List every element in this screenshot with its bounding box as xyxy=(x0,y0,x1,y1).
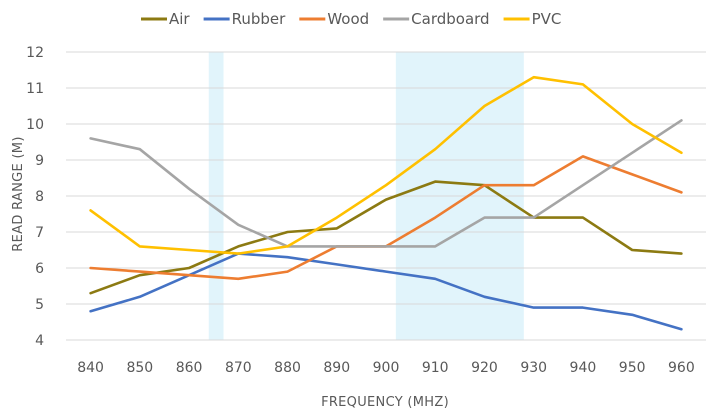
x-tick-label: 920 xyxy=(471,360,498,376)
gridlines xyxy=(66,51,706,341)
y-tick-label: 8 xyxy=(35,189,44,205)
x-axis-ticks: 840 850 860 870 880 890 900 910 920 930 940 950 960 xyxy=(77,360,695,376)
x-tick-label: 880 xyxy=(274,360,301,376)
x-tick-label: 840 xyxy=(77,360,104,376)
y-tick-label: 4 xyxy=(35,333,44,349)
y-tick-label: 9 xyxy=(35,153,44,169)
x-tick-label: 960 xyxy=(668,360,695,376)
series-line-wood xyxy=(89,155,683,281)
legend-label-cardboard: Cardboard xyxy=(411,10,489,28)
y-tick-label: 10 xyxy=(26,117,44,133)
y-tick-label: 6 xyxy=(35,261,44,277)
x-tick-label: 850 xyxy=(126,360,153,376)
y-tick-label: 11 xyxy=(26,81,44,97)
y-tick-label: 5 xyxy=(35,297,44,313)
series-line-pvc xyxy=(89,75,683,255)
x-tick-label: 930 xyxy=(520,360,547,376)
series-line-air xyxy=(89,180,683,295)
legend-label-air: Air xyxy=(169,10,190,28)
series-lines xyxy=(89,75,683,331)
x-tick-label: 890 xyxy=(323,360,350,376)
series-line-rubber xyxy=(89,252,683,331)
legend: Air Rubber Wood Cardboard PVC xyxy=(141,10,561,28)
x-tick-label: 950 xyxy=(619,360,646,376)
y-axis-title: READ RANGE (M) xyxy=(11,136,26,251)
x-tick-label: 860 xyxy=(176,360,203,376)
y-axis-ticks: 4 5 6 7 8 9 10 11 12 xyxy=(26,45,44,349)
legend-label-rubber: Rubber xyxy=(232,10,287,28)
y-tick-label: 12 xyxy=(26,45,44,61)
x-tick-label: 910 xyxy=(422,360,449,376)
series-line-cardboard xyxy=(89,119,683,248)
x-axis-title: FREQUENCY (MHZ) xyxy=(321,395,449,410)
y-tick-label: 7 xyxy=(35,225,44,241)
legend-label-wood: Wood xyxy=(327,10,369,28)
x-tick-label: 900 xyxy=(373,360,400,376)
legend-label-pvc: PVC xyxy=(532,10,562,28)
x-tick-label: 940 xyxy=(570,360,597,376)
x-tick-label: 870 xyxy=(225,360,252,376)
